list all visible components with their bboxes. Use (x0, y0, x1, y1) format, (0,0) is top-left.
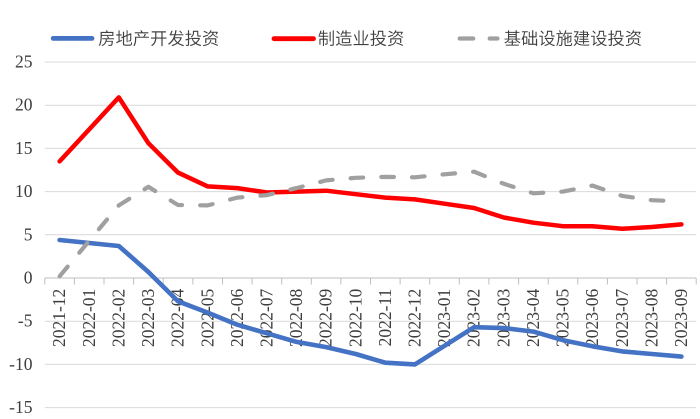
svg-text:10: 10 (15, 181, 33, 201)
svg-text:5: 5 (24, 224, 33, 244)
svg-text:2022-12: 2022-12 (405, 289, 425, 347)
svg-text:2023-07: 2023-07 (612, 288, 632, 347)
svg-text:0: 0 (24, 268, 33, 288)
svg-text:2022-05: 2022-05 (197, 288, 217, 347)
svg-text:2023-04: 2023-04 (523, 288, 543, 347)
svg-text:2021-12: 2021-12 (49, 289, 69, 347)
svg-text:2022-08: 2022-08 (286, 288, 306, 347)
svg-text:-15: -15 (9, 397, 33, 417)
svg-text:2023-08: 2023-08 (641, 288, 661, 347)
svg-text:-5: -5 (18, 311, 33, 331)
svg-text:2023-02: 2023-02 (464, 289, 484, 347)
svg-text:2023-09: 2023-09 (671, 288, 691, 347)
svg-text:20: 20 (15, 95, 33, 115)
svg-text:2022-01: 2022-01 (79, 289, 99, 347)
svg-text:2022-03: 2022-03 (138, 288, 158, 347)
svg-text:2023-05: 2023-05 (553, 288, 573, 347)
svg-text:2022-02: 2022-02 (108, 289, 128, 347)
svg-text:2022-11: 2022-11 (375, 289, 395, 347)
svg-text:2022-10: 2022-10 (345, 288, 365, 347)
svg-text:25: 25 (15, 52, 33, 72)
svg-text:2023-01: 2023-01 (434, 289, 454, 347)
svg-text:2023-06: 2023-06 (582, 288, 602, 347)
svg-text:2023-03: 2023-03 (493, 288, 513, 347)
svg-text:2022-04: 2022-04 (168, 288, 188, 347)
svg-text:2022-09: 2022-09 (316, 288, 336, 347)
svg-text:-10: -10 (9, 354, 33, 374)
svg-text:2022-06: 2022-06 (227, 288, 247, 347)
svg-text:15: 15 (15, 138, 33, 158)
svg-text:2022-07: 2022-07 (257, 288, 277, 347)
